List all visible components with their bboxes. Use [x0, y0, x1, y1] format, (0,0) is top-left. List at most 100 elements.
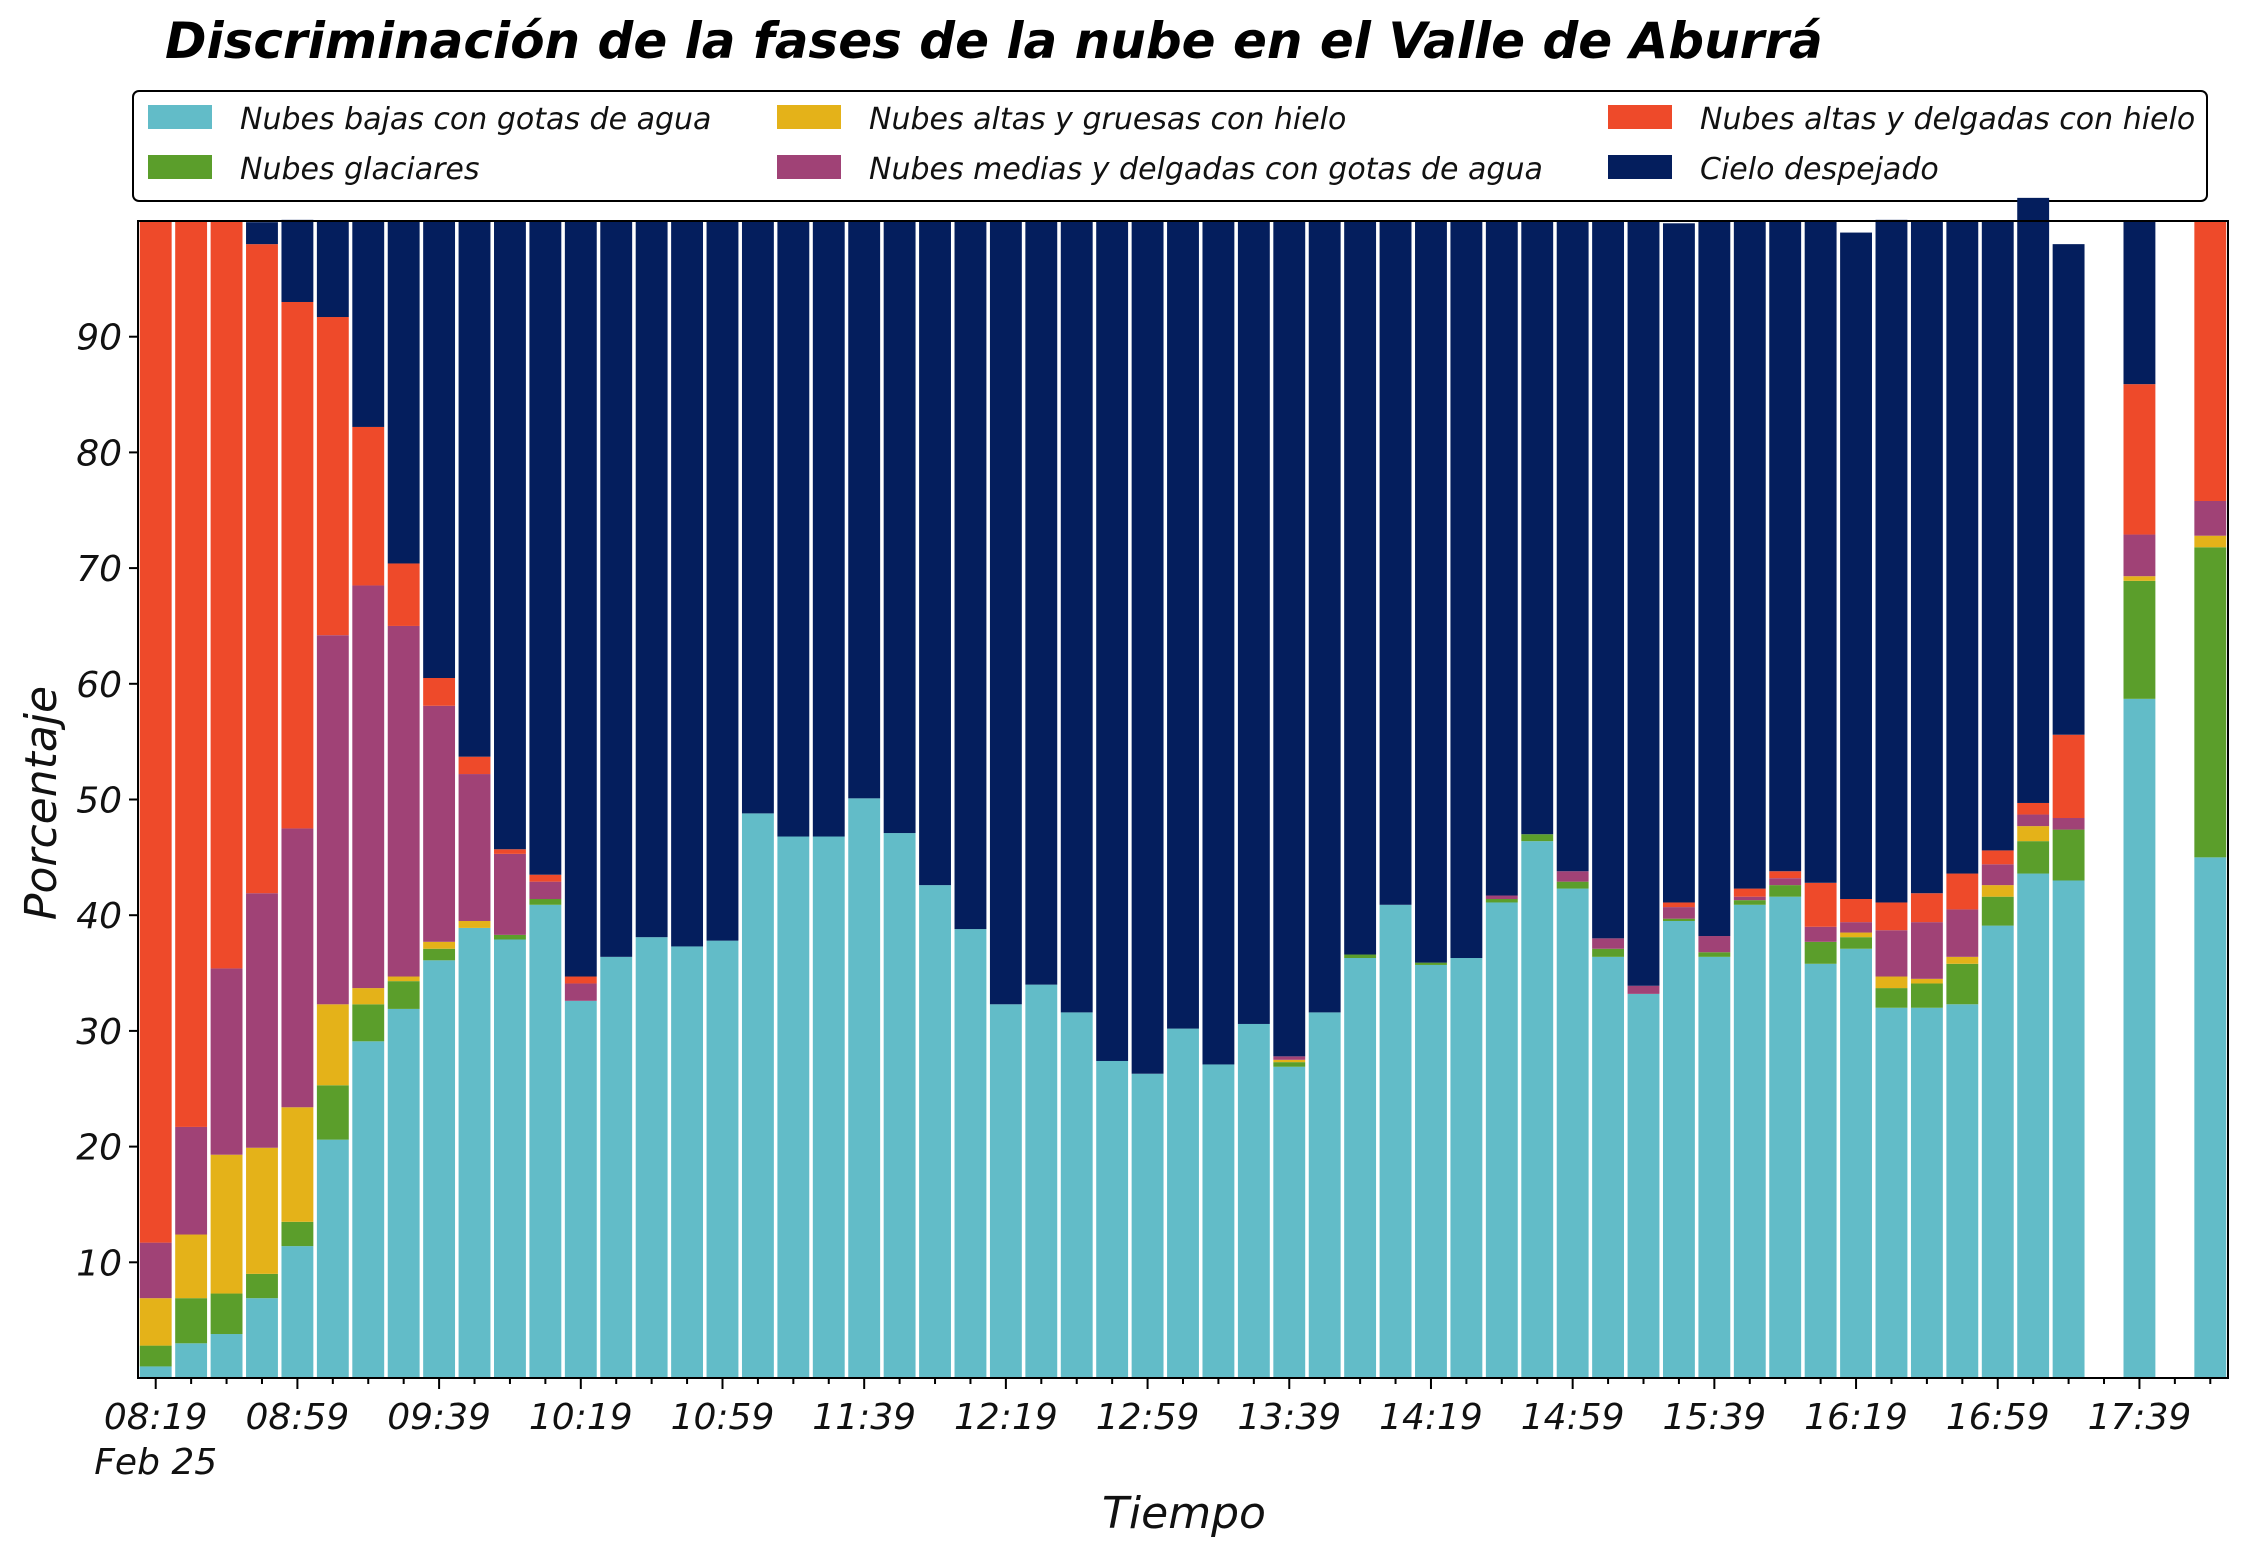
bar-segment-4-11 — [529, 874, 562, 882]
bar-segment-3-8 — [423, 705, 456, 942]
bar-segment-3-0 — [139, 1242, 172, 1299]
x-tick-label-12: 16:19 — [1804, 1397, 1908, 1438]
bar-segment-3-40 — [1556, 871, 1589, 882]
bar-segment-3-48 — [1840, 922, 1872, 933]
x-tick-label-11: 15:39 — [1662, 1397, 1766, 1438]
bar-segment-5-46 — [1769, 221, 1802, 872]
bar-segment-5-48 — [1840, 232, 1872, 899]
bar-segment-4-43 — [1662, 902, 1695, 908]
bar-segment-1-34 — [1344, 954, 1377, 959]
bar-segment-3-42 — [1627, 985, 1660, 994]
x-tick-label-6: 12:19 — [954, 1397, 1058, 1438]
bar-segment-0-31 — [1237, 1023, 1270, 1378]
bar-segment-5-3 — [246, 222, 278, 245]
bar-segment-0-18 — [777, 836, 810, 1378]
bar-segment-0-35 — [1379, 904, 1412, 1378]
bar-segment-1-52 — [1981, 896, 2014, 926]
y-tick-label-1: 20 — [76, 1128, 122, 1169]
x-tick-label-8: 13:39 — [1237, 1397, 1341, 1438]
bar-segment-3-38 — [1485, 895, 1518, 899]
bar-segment-0-44 — [1698, 956, 1731, 1378]
bar-segment-2-9 — [458, 920, 491, 928]
bar-segment-3-3 — [246, 893, 278, 1148]
bar-segment-0-36 — [1415, 964, 1447, 1378]
bar-segment-5-53 — [2017, 197, 2050, 803]
bar-segment-1-46 — [1769, 885, 1802, 897]
axes: 10 20 30 40 50 60 70 80 90 08:19 08:59 09:39 10:19 10… — [76, 220, 2229, 1483]
bar-segment-1-7 — [387, 981, 420, 1009]
bar-segment-1-53 — [2017, 841, 2050, 874]
bar-segment-3-2 — [210, 968, 243, 1155]
bar-segment-0-47 — [1804, 963, 1837, 1378]
bar-segment-3-32 — [1273, 1056, 1306, 1060]
bar-segment-5-31 — [1237, 221, 1270, 1024]
bar-segment-5-32 — [1273, 221, 1306, 1057]
bar-segment-2-48 — [1840, 932, 1872, 938]
bar-segment-1-48 — [1840, 937, 1872, 949]
chart-title: Discriminación de la fases de la nube en… — [165, 12, 1823, 70]
bar-segment-0-9 — [458, 927, 491, 1378]
bar-segment-1-38 — [1485, 899, 1518, 903]
bar-segment-5-10 — [494, 221, 526, 850]
bar-segment-4-56 — [2123, 384, 2156, 535]
bar-segment-3-10 — [494, 853, 526, 935]
bar-segment-0-53 — [2017, 873, 2050, 1378]
bar-segment-5-21 — [883, 221, 916, 834]
bar-segment-3-11 — [529, 881, 562, 900]
bar-segment-3-52 — [1981, 864, 2014, 886]
bar-segment-4-1 — [175, 221, 208, 1127]
bar-segment-0-40 — [1556, 888, 1589, 1378]
bar-segment-5-43 — [1662, 223, 1695, 903]
legend-label-3: Nubes medias y delgadas con gotas de agu… — [869, 152, 1543, 187]
bar-segment-0-26 — [1060, 1012, 1093, 1378]
bar-segment-4-3 — [246, 244, 278, 894]
bar-segment-4-47 — [1804, 882, 1837, 927]
bar-segment-4-58 — [2194, 221, 2227, 501]
bar-segment-2-6 — [352, 988, 385, 1005]
legend-label-5: Cielo despejado — [1700, 152, 1939, 187]
bar-segment-0-33 — [1308, 1012, 1341, 1378]
bar-segment-2-51 — [1946, 956, 1979, 964]
bar-segment-1-50 — [1910, 983, 1943, 1008]
bar-segment-5-35 — [1379, 221, 1412, 905]
bar-segment-2-0 — [139, 1298, 172, 1346]
bar-segment-0-27 — [1096, 1060, 1129, 1378]
x-tick-label-9: 14:19 — [1379, 1397, 1483, 1438]
bar-segment-5-22 — [919, 221, 951, 886]
bar-segment-1-40 — [1556, 881, 1589, 889]
bar-segment-0-4 — [281, 1246, 314, 1378]
bar-segment-4-6 — [352, 426, 385, 586]
bar-segment-4-0 — [139, 221, 172, 1243]
bar-segment-5-15 — [671, 221, 704, 947]
bar-segment-3-45 — [1733, 896, 1766, 901]
bar-segment-0-29 — [1167, 1028, 1199, 1378]
bar-segment-0-39 — [1521, 841, 1554, 1378]
x-tick-label-13: 16:59 — [1946, 1397, 2050, 1438]
bar-segment-3-49 — [1875, 930, 1908, 977]
bar-segment-1-10 — [494, 934, 526, 940]
bar-segment-5-45 — [1733, 221, 1766, 889]
bar-segment-5-25 — [1025, 221, 1058, 985]
x-tick-label-0: 08:19 — [104, 1397, 208, 1438]
bar-segment-5-20 — [848, 221, 881, 799]
bar-segment-5-37 — [1450, 221, 1483, 959]
bar-segment-0-48 — [1840, 948, 1872, 1378]
bar-segment-3-41 — [1592, 938, 1625, 949]
bar-segment-0-34 — [1344, 958, 1377, 1378]
bar-segment-0-49 — [1875, 1007, 1908, 1378]
bar-segment-2-4 — [281, 1107, 314, 1222]
bar-segment-4-8 — [423, 678, 456, 706]
bar-segment-4-10 — [494, 849, 526, 854]
bar-segment-4-7 — [387, 563, 420, 626]
bar-segment-2-5 — [316, 1004, 349, 1086]
bar-segment-5-44 — [1698, 221, 1731, 937]
bar-segment-0-2 — [210, 1334, 243, 1378]
x-tick-label-5: 11:39 — [812, 1397, 916, 1438]
bar-segment-1-0 — [139, 1345, 172, 1367]
y-tick-label-8: 90 — [76, 318, 122, 359]
bar-segment-5-9 — [458, 221, 491, 757]
bar-segment-0-16 — [706, 940, 739, 1378]
bar-segment-0-58 — [2194, 857, 2227, 1378]
bar-segment-5-40 — [1556, 221, 1589, 872]
